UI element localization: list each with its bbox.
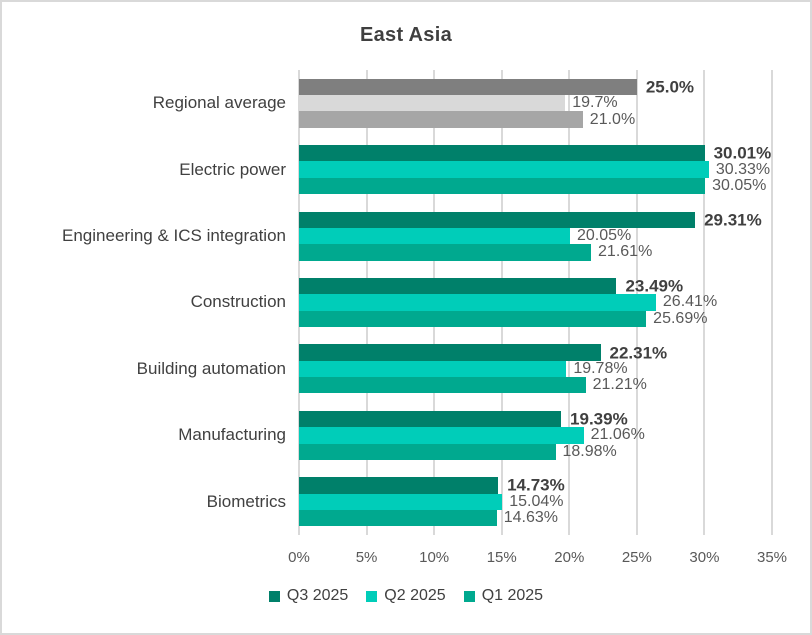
legend-swatch-icon <box>366 590 378 602</box>
data-label-q3-2025-building-automation: 22.31% <box>609 343 668 363</box>
bar-q2-2025-construction: 26.41% <box>299 294 717 311</box>
plot-area: Regional average 25.0% 19.7% 21.0% Electric … <box>62 70 773 535</box>
x-tick-label-10-: 10% <box>419 549 450 566</box>
x-tick-label-25-: 25% <box>621 549 652 566</box>
bar-group-engineering-ics-integration: Engineering & ICS integration 29.31% 20.05… <box>62 203 772 269</box>
data-label-q3-2025-construction: 23.49% <box>625 276 684 296</box>
bar-q3-2025-building-automation: 22.31% <box>299 344 667 361</box>
legend: Q3 2025 Q2 2025 Q1 2025 <box>2 587 810 605</box>
category-label-electric-power: Electric power <box>179 159 286 179</box>
x-tick-label-20-: 20% <box>554 549 585 566</box>
legend-item-q2-2025: Q2 2025 <box>366 587 446 605</box>
bar-group-manufacturing: Manufacturing 19.39% 21.06% 18.98% <box>178 402 772 468</box>
data-label-q3-2025-manufacturing: 19.39% <box>570 409 628 429</box>
bar-group-building-automation: Building automation 22.31% 19.78% 21.21% <box>137 336 772 402</box>
bar-q3-2025-manufacturing: 19.39% <box>299 411 628 428</box>
data-label-q1-2025-building-automation: 21.21% <box>592 376 647 394</box>
data-label-q1-2025-regional-average: 21.0% <box>589 110 636 128</box>
legend-swatch-icon <box>268 590 280 602</box>
bar-q3-2025-biometrics: 14.73% <box>299 477 565 494</box>
bar-q3-2025-regional-average: 25.0% <box>299 78 694 95</box>
bar-group-construction: Construction 23.49% 26.41% 25.69% <box>191 269 772 335</box>
data-label-q1-2025-manufacturing: 18.98% <box>562 442 617 460</box>
category-label-building-automation: Building automation <box>136 358 286 378</box>
data-label-q1-2025-engineering-ics-integration: 21.61% <box>598 243 653 261</box>
data-label-q1-2025-construction: 25.69% <box>653 309 708 327</box>
data-label-q1-2025-biometrics: 14.63% <box>503 509 558 527</box>
gridline <box>771 70 773 535</box>
bar-q3-2025-construction: 23.49% <box>299 278 683 295</box>
bar-q3-2025-engineering-ics-integration: 29.31% <box>299 211 762 228</box>
category-label-regional-average: Regional average <box>152 93 286 113</box>
legend-item-q1-2025: Q1 2025 <box>463 587 544 605</box>
gridline <box>703 70 706 535</box>
bar-q1-2025-engineering-ics-integration: 21.61% <box>299 244 652 261</box>
bar-q3-2025-electric-power: 30.01% <box>299 145 771 162</box>
data-label-q2-2025-regional-average: 19.7% <box>572 94 618 112</box>
data-label-q2-2025-construction: 26.41% <box>662 293 718 311</box>
x-tick-label-35-: 35% <box>756 549 788 566</box>
x-axis: 0% 5% 10% 15% 20% 25% 30% 35% <box>288 549 787 569</box>
bar-q2-2025-biometrics: 15.04% <box>299 493 564 510</box>
x-tick-label-15-: 15% <box>486 549 517 566</box>
bar-group-regional-average: Regional average 25.0% 19.7% 21.0% <box>153 70 772 136</box>
data-label-q1-2025-electric-power: 30.05% <box>712 176 767 194</box>
data-label-q2-2025-building-automation: 19.78% <box>573 359 628 377</box>
bar-q1-2025-regional-average: 21.0% <box>299 111 635 128</box>
data-label-q3-2025-regional-average: 25.0% <box>645 77 695 97</box>
bar-q1-2025-electric-power: 30.05% <box>299 177 766 195</box>
legend-label: Q3 2025 <box>286 587 349 604</box>
data-label-q2-2025-electric-power: 30.33% <box>715 160 771 178</box>
bar-q1-2025-manufacturing: 18.98% <box>299 443 617 460</box>
data-label-q3-2025-biometrics: 14.73% <box>507 475 565 495</box>
x-tick-label-0-: 0% <box>288 549 310 566</box>
bar-q2-2025-building-automation: 19.78% <box>299 360 628 378</box>
x-tick-label-5-: 5% <box>355 549 378 566</box>
x-tick-label-30-: 30% <box>689 549 720 566</box>
data-label-q3-2025-electric-power: 30.01% <box>713 143 772 163</box>
bar-q2-2025-manufacturing: 21.06% <box>299 427 645 444</box>
legend-swatch-icon <box>463 590 475 602</box>
bar-q1-2025-construction: 25.69% <box>299 310 707 327</box>
data-label-q3-2025-engineering-ics-integration: 29.31% <box>704 210 762 230</box>
category-label-biometrics: Biometrics <box>206 491 286 511</box>
bar-q1-2025-building-automation: 21.21% <box>299 377 647 394</box>
bar-q1-2025-biometrics: 14.63% <box>299 510 558 527</box>
bar-q2-2025-electric-power: 30.33% <box>299 161 770 178</box>
chart-title: East Asia <box>359 24 452 46</box>
legend-label: Q2 2025 <box>384 587 446 604</box>
bar-group-biometrics: Biometrics 14.73% 15.04% 14.63% <box>207 469 772 535</box>
legend-label: Q1 2025 <box>481 587 544 604</box>
data-label-q2-2025-manufacturing: 21.06% <box>590 426 645 444</box>
bar-group-electric-power: Electric power 30.01% 30.33% 30.05% <box>179 136 772 202</box>
category-label-construction: Construction <box>190 292 286 312</box>
data-label-q2-2025-engineering-ics-integration: 20.05% <box>576 227 632 245</box>
data-label-q2-2025-biometrics: 15.04% <box>509 492 564 510</box>
legend-item-q3-2025: Q3 2025 <box>268 587 349 605</box>
bar-q2-2025-engineering-ics-integration: 20.05% <box>299 228 631 245</box>
category-label-engineering-ics-integration: Engineering & ICS integration <box>62 226 286 246</box>
category-label-manufacturing: Manufacturing <box>178 425 286 445</box>
bar-q2-2025-regional-average: 19.7% <box>299 95 618 112</box>
